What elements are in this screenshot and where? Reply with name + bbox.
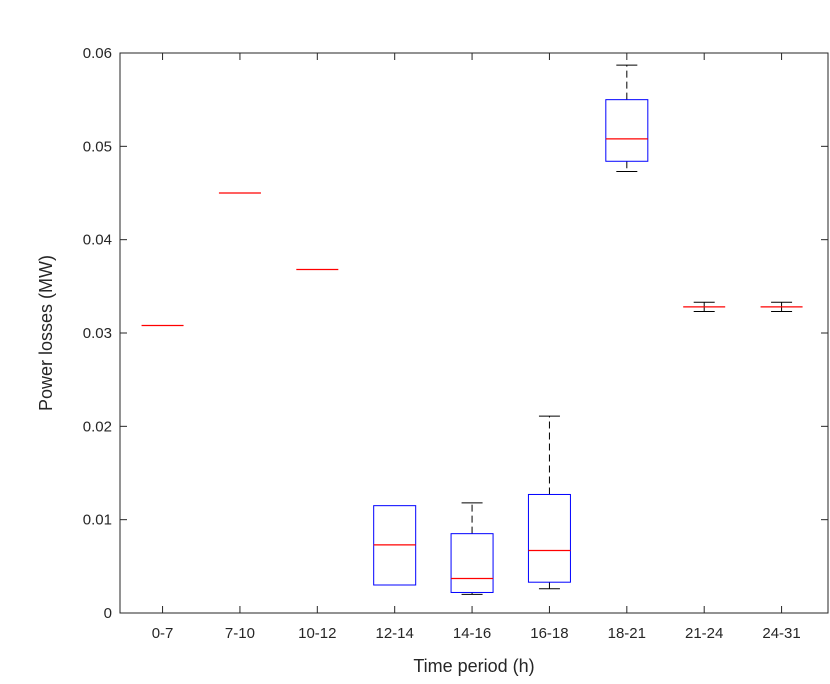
y-tick-label: 0.06: [83, 45, 112, 62]
x-tick-label: 10-12: [298, 625, 336, 642]
x-tick-label: 18-21: [608, 625, 646, 642]
x-tick-label: 7-10: [225, 625, 255, 642]
box-body: [605, 99, 649, 162]
y-tick-label: 0: [104, 605, 112, 622]
box-14-16: [450, 502, 494, 595]
box-16-18: [527, 415, 571, 590]
axes-layer: 0 0.01 0.02 0.03 0.04 0.05 0.06 0-7 7-10 10-12 12-…: [83, 45, 829, 642]
x-tick-label: 21-24: [685, 625, 723, 642]
box-body: [450, 533, 494, 593]
y-tick-label: 0.05: [83, 138, 112, 155]
x-axis-label: Time period (h): [413, 656, 534, 676]
box-18-21: [605, 64, 649, 173]
x-tick-label: 14-16: [453, 625, 491, 642]
y-tick-label: 0.01: [83, 512, 112, 529]
y-tick-label: 0.04: [83, 232, 112, 249]
y-axis-label: Power losses (MW): [36, 255, 56, 411]
x-tick-label: 0-7: [152, 625, 174, 642]
plot-area: [120, 53, 828, 613]
x-tick-label: 16-18: [530, 625, 568, 642]
box-21-24: [683, 301, 726, 313]
y-tick-label: 0.02: [83, 418, 112, 435]
y-tick-label: 0.03: [83, 325, 112, 342]
x-tick-label: 12-14: [376, 625, 414, 642]
box-12-14: [373, 505, 417, 586]
boxes-layer: [141, 64, 803, 595]
box-24-31: [760, 301, 803, 313]
x-tick-label: 24-31: [762, 625, 800, 642]
box-body: [527, 493, 571, 583]
